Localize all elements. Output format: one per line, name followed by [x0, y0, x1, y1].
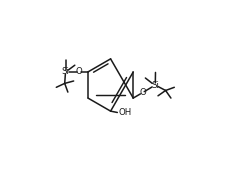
Text: O: O	[139, 88, 146, 97]
Text: Si: Si	[62, 67, 69, 76]
Text: Si: Si	[151, 81, 159, 90]
Text: O: O	[75, 67, 82, 76]
Text: OH: OH	[118, 108, 131, 117]
